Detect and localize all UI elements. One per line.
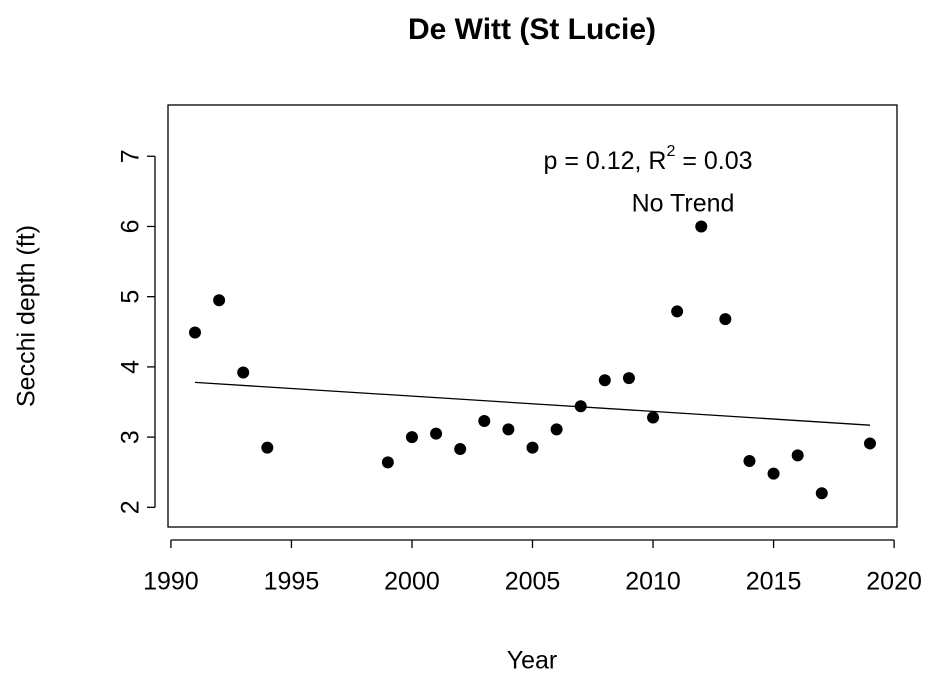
y-tick-label: 4	[117, 360, 145, 374]
point	[791, 449, 804, 462]
point	[864, 437, 876, 450]
y-tick-label: 3	[117, 430, 145, 444]
x-tick-label: 1995	[264, 568, 320, 596]
point	[454, 443, 467, 456]
y-tick-label: 6	[117, 220, 145, 234]
point	[671, 305, 684, 318]
point	[815, 487, 828, 500]
x-tick-label: 2005	[505, 568, 561, 596]
point	[598, 374, 611, 387]
plot-frame	[167, 104, 898, 528]
trend-line	[194, 381, 871, 426]
point	[695, 220, 708, 233]
point	[381, 456, 394, 469]
point	[574, 400, 587, 413]
y-tick-label: 5	[117, 290, 145, 304]
x-tick-label: 2010	[625, 568, 681, 596]
point	[213, 294, 226, 307]
point	[526, 441, 539, 454]
point	[647, 411, 660, 424]
point	[405, 431, 418, 444]
x-axis-label: Year	[507, 647, 558, 675]
annotation-text: = 0.03	[675, 147, 752, 175]
point	[767, 467, 780, 480]
trend-label: No Trend	[632, 190, 735, 218]
point	[719, 313, 732, 326]
y-tick-label: 2	[117, 500, 145, 514]
point	[237, 366, 250, 379]
point	[430, 427, 443, 440]
x-tick-label: 2000	[384, 568, 440, 596]
annotation: p = 0.12, R2 = 0.03	[543, 143, 752, 174]
point	[261, 441, 274, 454]
chart-title: De Witt (St Lucie)	[408, 13, 656, 46]
point	[189, 326, 201, 339]
point	[743, 454, 756, 467]
point	[502, 423, 515, 436]
annotation-sup: 2	[666, 143, 675, 160]
x-tick-label: 2015	[746, 568, 802, 596]
annotation-text: p = 0.12, R	[543, 147, 666, 175]
point	[622, 372, 635, 385]
y-tick-label: 7	[117, 149, 145, 163]
x-tick-label: 1990	[143, 568, 199, 596]
point	[478, 414, 491, 427]
point	[550, 423, 563, 436]
x-tick-label: 2020	[866, 568, 922, 596]
y-axis-label: Secchi depth (ft)	[13, 225, 41, 407]
